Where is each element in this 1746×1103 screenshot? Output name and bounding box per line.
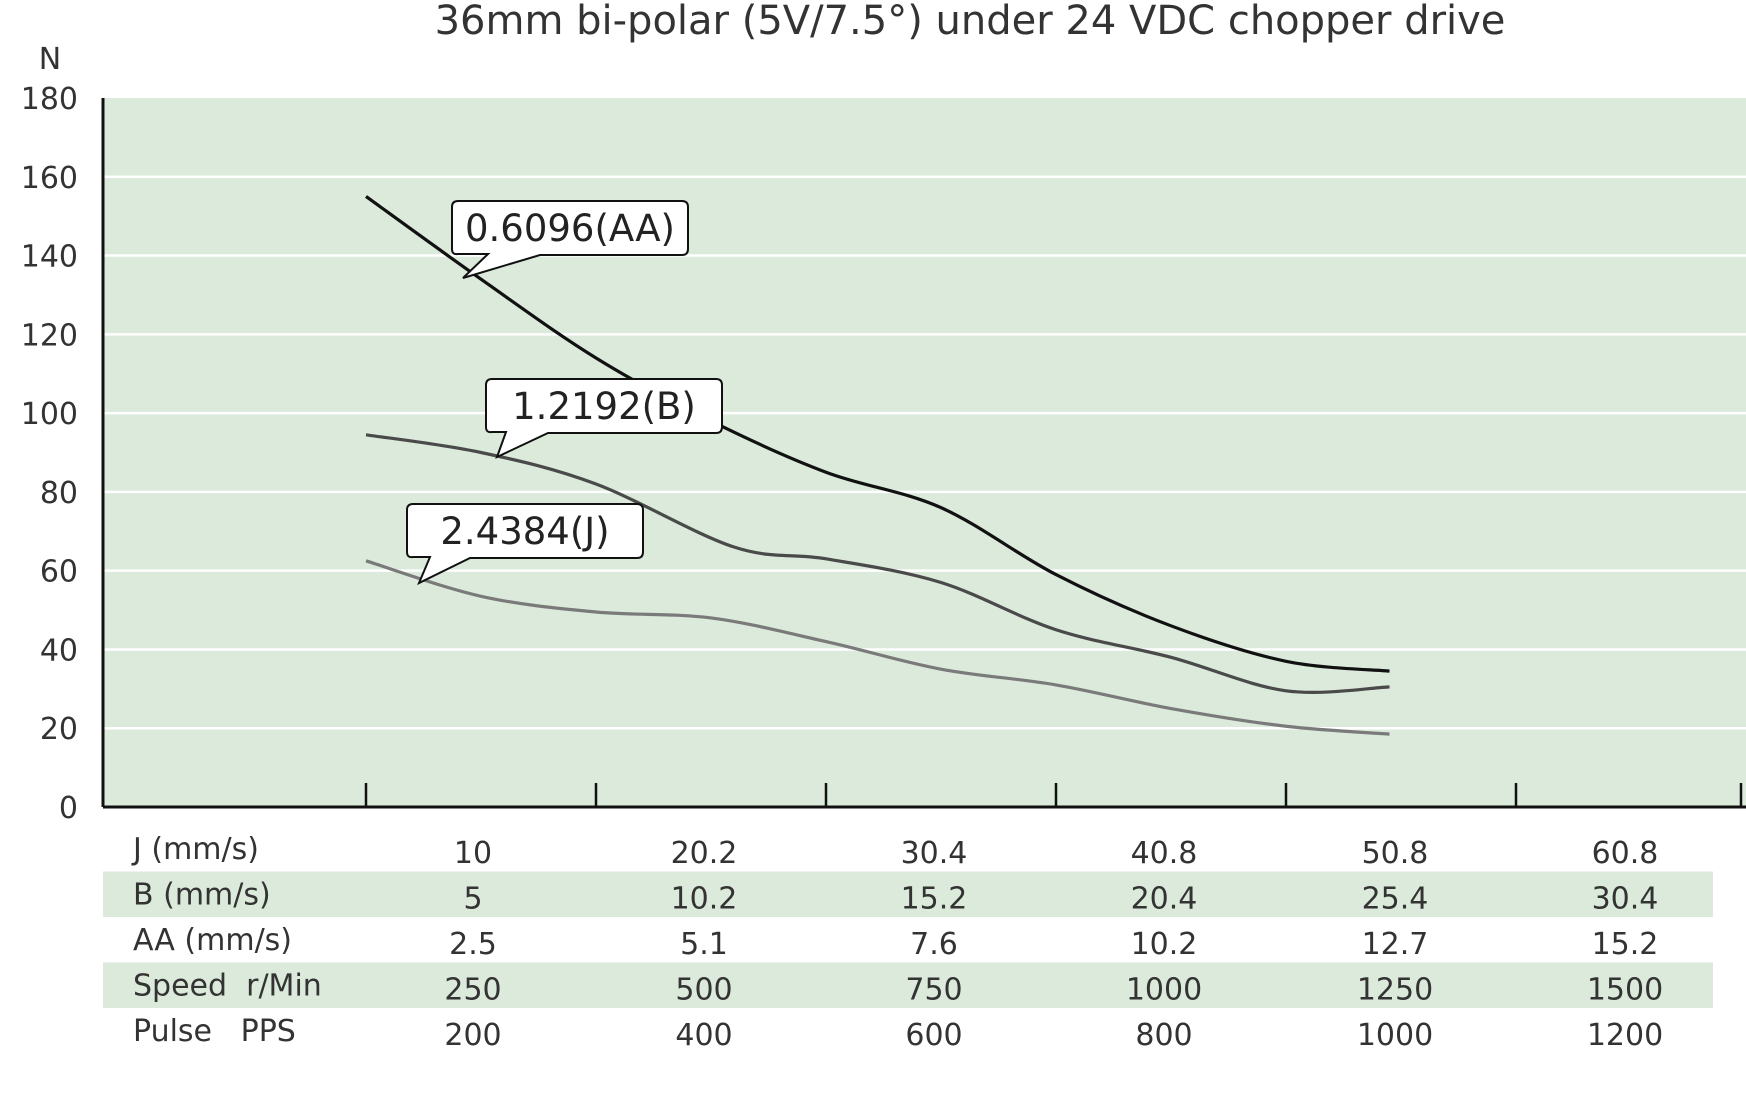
table-cell: 20.4 xyxy=(1131,882,1198,917)
y-tick-label: 40 xyxy=(40,633,78,668)
y-tick-label: 120 xyxy=(21,318,78,353)
series-line xyxy=(365,195,1390,673)
table-row: AA (mm/s) 2.5 5.1 7.6 10.2 12.7 15.2 xyxy=(133,923,1658,962)
table-cell: 50.8 xyxy=(1362,836,1429,871)
y-tick-label: 80 xyxy=(40,476,78,511)
chart-title: 36mm bi-polar (5V/7.5°) under 24 VDC cho… xyxy=(435,0,1506,44)
series-callouts: 0.6096(AA) 1.2192(B) 2.4384(J) xyxy=(406,200,723,586)
table-cell: 15.2 xyxy=(1592,927,1659,962)
table-row: Speed r/Min 250 500 750 1000 1250 1500 xyxy=(103,962,1713,1008)
series-line xyxy=(365,433,1390,694)
data-table: J (mm/s) 10 20.2 30.4 40.8 50.8 60.8 B (mm/s) 5 1… xyxy=(103,832,1713,1053)
table-cell: 250 xyxy=(444,973,501,1008)
table-row-shade xyxy=(103,871,1713,917)
table-cell: 1500 xyxy=(1587,973,1663,1008)
table-cell: 5 xyxy=(463,882,482,917)
table-cell: 1250 xyxy=(1357,973,1433,1008)
y-tick-label: 180 xyxy=(21,82,78,117)
table-cell: 30.4 xyxy=(1592,882,1659,917)
table-row-label: J (mm/s) xyxy=(131,832,259,867)
table-row-label: AA (mm/s) xyxy=(133,923,292,958)
gridlines xyxy=(103,175,1746,730)
table-row: J (mm/s) 10 20.2 30.4 40.8 50.8 60.8 xyxy=(131,832,1658,871)
series-label: 1.2192(B) xyxy=(512,385,696,428)
table-cell: 15.2 xyxy=(901,882,968,917)
series-lines xyxy=(365,195,1390,736)
table-row-shade xyxy=(103,962,1713,1008)
table-row: Pulse PPS 200 400 600 800 1000 1200 xyxy=(133,1014,1663,1053)
table-cell: 1000 xyxy=(1126,973,1202,1008)
series-callout: 2.4384(J) xyxy=(406,503,644,586)
series-label: 0.6096(AA) xyxy=(465,207,675,250)
series-line xyxy=(365,559,1390,736)
callout-box xyxy=(451,200,689,279)
table-cell: 12.7 xyxy=(1362,927,1429,962)
table-cell: 10 xyxy=(454,836,492,871)
callout-box xyxy=(406,503,644,586)
y-axis-ticks: 0 20 40 60 80 100 120 140 160 180 xyxy=(21,82,78,826)
table-cell: 40.8 xyxy=(1131,836,1198,871)
y-tick-label: 0 xyxy=(59,791,78,826)
table-row-label: Speed r/Min xyxy=(133,969,322,1004)
table-row-label: B (mm/s) xyxy=(133,878,271,913)
table-cell: 1000 xyxy=(1357,1018,1433,1053)
y-tick-label: 140 xyxy=(21,240,78,275)
y-tick-label: 160 xyxy=(21,161,78,196)
table-cell: 400 xyxy=(675,1018,732,1053)
table-row-label: Pulse PPS xyxy=(133,1014,296,1049)
table-cell: 10.2 xyxy=(1131,927,1198,962)
table-cell: 20.2 xyxy=(671,836,738,871)
table-cell: 800 xyxy=(1135,1018,1192,1053)
axes xyxy=(101,98,1746,809)
table-cell: 1200 xyxy=(1587,1018,1663,1053)
series-label: 2.4384(J) xyxy=(440,510,609,553)
y-tick-label: 20 xyxy=(40,712,78,747)
series-callout: 1.2192(B) xyxy=(485,378,723,459)
callout-box xyxy=(485,378,723,459)
table-cell: 30.4 xyxy=(901,836,968,871)
table-cell: 600 xyxy=(905,1018,962,1053)
table-cell: 2.5 xyxy=(449,927,497,962)
plot-area xyxy=(103,98,1746,807)
table-cell: 60.8 xyxy=(1592,836,1659,871)
y-tick-label: 60 xyxy=(40,555,78,590)
table-row: B (mm/s) 5 10.2 15.2 20.4 25.4 30.4 xyxy=(103,871,1713,917)
table-cell: 10.2 xyxy=(671,882,738,917)
table-cell: 25.4 xyxy=(1362,882,1429,917)
table-cell: 200 xyxy=(444,1018,501,1053)
table-cell: 5.1 xyxy=(680,927,728,962)
y-axis-unit: N xyxy=(39,42,61,77)
y-tick-label: 100 xyxy=(21,397,78,432)
table-cell: 500 xyxy=(675,973,732,1008)
table-cell: 750 xyxy=(905,973,962,1008)
table-cell: 7.6 xyxy=(910,927,958,962)
series-callout: 0.6096(AA) xyxy=(451,200,689,279)
